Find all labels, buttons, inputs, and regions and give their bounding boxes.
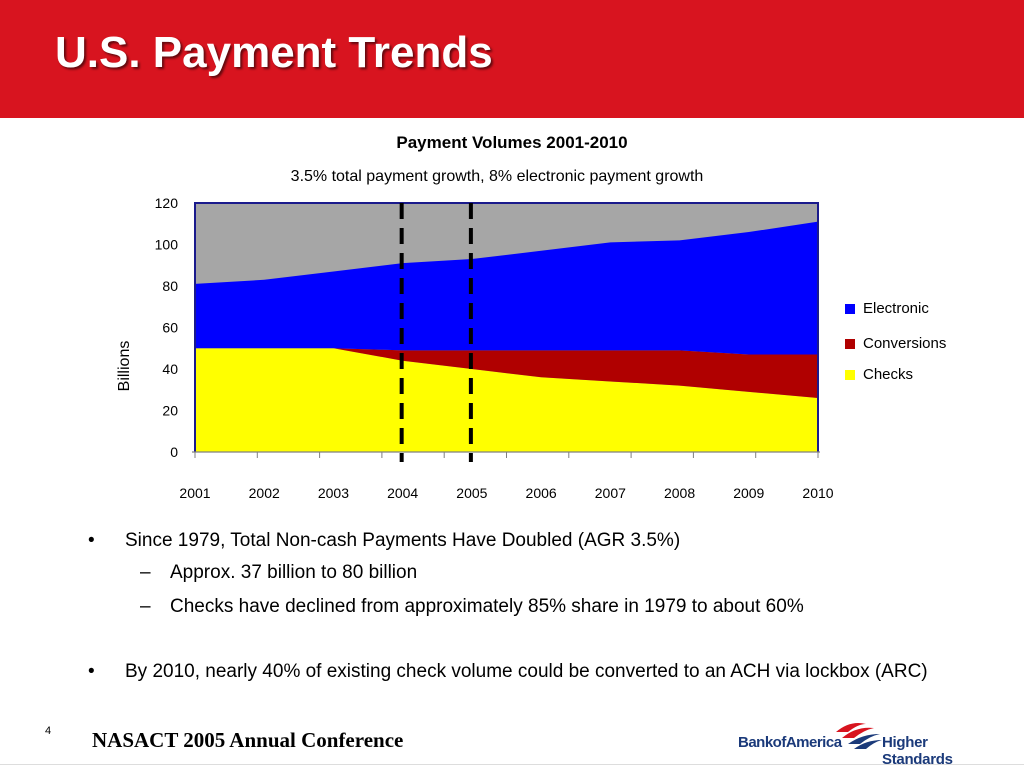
x-tick-label: 2010 [802, 485, 833, 501]
area-electronic [195, 221, 818, 355]
x-tick-label: 2005 [456, 485, 487, 501]
y-tick-label: 20 [162, 403, 178, 419]
bullet-mark: • [88, 661, 95, 682]
sub-bullet-text: Approx. 37 billion to 80 billion [170, 562, 418, 583]
bullet-text: Since 1979, Total Non-cash Payments Have… [125, 530, 681, 551]
title-bar: U.S. Payment Trends [0, 0, 1024, 118]
plot-border [194, 202, 819, 452]
y-tick-label: 100 [155, 237, 179, 253]
page-number: 4 [45, 725, 52, 737]
y-axis-label: Billions [116, 341, 133, 392]
bank-of-america-logo: BankofAmerica Higher Standards [736, 718, 1002, 768]
legend-swatch-conversions [845, 339, 855, 349]
legend-label-conversions: Conversions [863, 335, 947, 352]
bullet-text: By 2010, nearly 40% of existing check vo… [125, 661, 928, 682]
y-tick-label: 120 [155, 195, 179, 211]
x-tick-label: 2008 [664, 485, 695, 501]
y-tick-label: 80 [162, 278, 178, 294]
chart-title: Payment Volumes 2001-2010 [0, 133, 1024, 153]
sub-bullet-mark: – [140, 596, 151, 617]
chart-title-text: Payment Volumes 2001-2010 [396, 133, 628, 152]
bullet-mark: • [88, 530, 95, 551]
area-conversions [195, 348, 818, 399]
y-tick-label: 60 [162, 320, 178, 336]
bottom-divider [0, 764, 1024, 765]
x-tick-label: 2002 [249, 485, 280, 501]
x-tick-label: 2006 [526, 485, 557, 501]
chart-subtitle: 3.5% total payment growth, 8% electronic… [290, 168, 704, 185]
footer-conference-title: NASACT 2005 Annual Conference [92, 728, 404, 752]
flag-icon [836, 723, 882, 749]
x-tick-label: 2007 [595, 485, 626, 501]
payment-volumes-chart: 2001 2002 2003 2004 2005 2006 2007 2008 2009 2010… [116, 195, 834, 501]
legend-label-checks: Checks [863, 366, 914, 383]
legend-swatch-checks [845, 370, 855, 380]
sub-bullet-mark: – [140, 562, 151, 583]
x-tick-label: 2001 [179, 485, 210, 501]
logo-tagline: Higher Standards [882, 734, 953, 768]
y-tick-label: 0 [170, 444, 178, 460]
x-tick-label: 2003 [318, 485, 349, 501]
x-tick-label: 2009 [733, 485, 764, 501]
legend-label-electronic: Electronic [863, 300, 929, 317]
slide-title: U.S. Payment Trends [55, 28, 493, 77]
sub-bullet-text: Checks have declined from approximately … [170, 596, 804, 617]
x-tick-label: 2004 [387, 485, 418, 501]
legend-swatch-electronic [845, 304, 855, 314]
logo-brand-text: BankofAmerica [738, 734, 842, 751]
y-tick-label: 40 [162, 361, 178, 377]
area-checks [195, 348, 818, 452]
